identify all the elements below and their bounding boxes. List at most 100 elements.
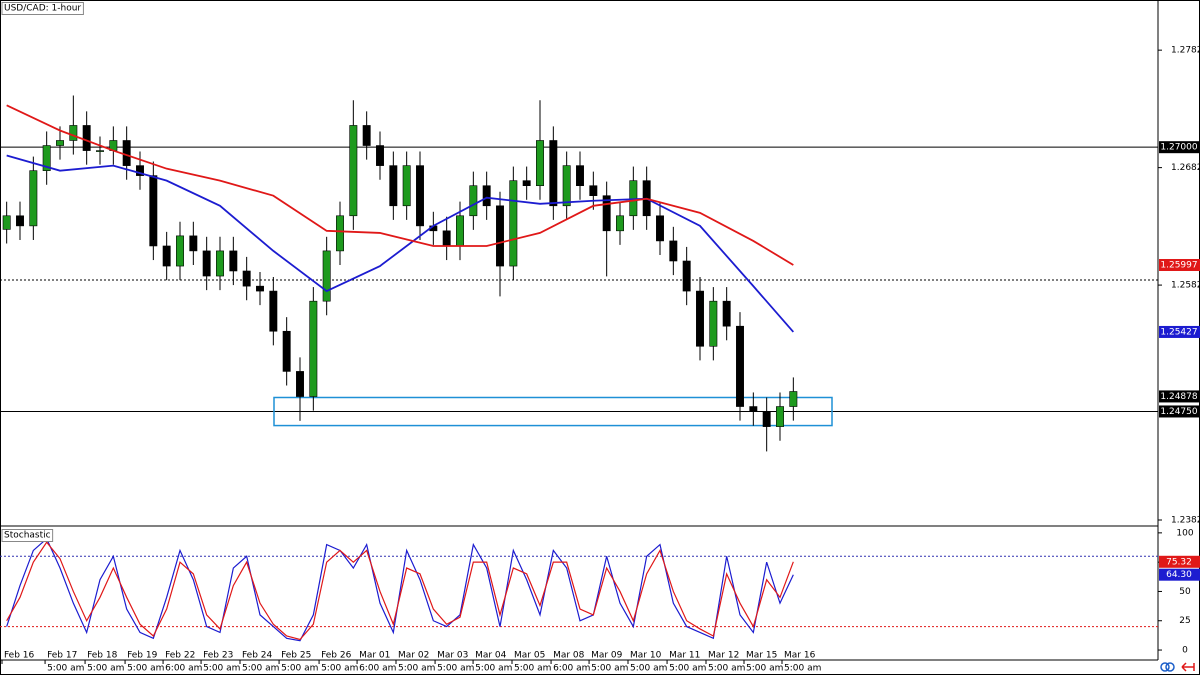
x-tick-label: Feb 24 bbox=[242, 651, 273, 661]
moving-average bbox=[6, 104, 794, 266]
panel-title: USD/CAD: 1-hour bbox=[4, 4, 81, 14]
candle-body bbox=[682, 260, 691, 292]
x-tick-time: 5:00 am bbox=[242, 664, 279, 674]
x-tick-label: Feb 23 bbox=[203, 651, 233, 661]
candle-body bbox=[389, 165, 398, 207]
x-tick-time: 5:00 am bbox=[398, 664, 435, 674]
candle-body bbox=[376, 145, 384, 166]
candle-body bbox=[549, 140, 558, 207]
candle-body bbox=[789, 391, 798, 407]
candle-body bbox=[629, 180, 638, 217]
support-zone bbox=[273, 396, 833, 427]
x-tick-time: 5:00 am bbox=[437, 664, 474, 674]
x-tick-time: 5:00 am bbox=[514, 664, 551, 674]
candle-body bbox=[602, 195, 611, 232]
candle-body bbox=[482, 185, 491, 207]
panel-title: Stochastic bbox=[4, 531, 51, 541]
candle-body bbox=[576, 165, 584, 187]
icon bbox=[1160, 662, 1170, 672]
x-tick-label: Feb 22 bbox=[165, 651, 195, 661]
candle-body bbox=[349, 125, 358, 217]
y-tick-label: 0 bbox=[1182, 646, 1188, 656]
value-label-box bbox=[1159, 555, 1200, 568]
x-tick-label: Feb 16 bbox=[4, 651, 35, 661]
x-tick-label: Mar 15 bbox=[746, 651, 777, 661]
price-label-box bbox=[1159, 258, 1200, 271]
y-tick-label: 25 bbox=[1179, 616, 1190, 626]
y-tick-label: 100 bbox=[1176, 528, 1193, 538]
panel-title-box bbox=[1, 529, 54, 542]
candle-body bbox=[536, 140, 544, 187]
y-tick-label: 1.25826 bbox=[1171, 281, 1200, 291]
x-tick-label: Mar 10 bbox=[630, 651, 662, 661]
candle-body bbox=[722, 300, 731, 327]
x-tick-time: 5:00 am bbox=[321, 664, 358, 674]
x-tick-time: 5:00 am bbox=[475, 664, 512, 674]
candle-body bbox=[309, 300, 318, 397]
candle-body bbox=[522, 180, 531, 187]
x-tick-time: 5:00 am bbox=[87, 664, 124, 674]
candle-body bbox=[96, 150, 104, 152]
candle-body bbox=[136, 165, 144, 176]
candle-body bbox=[269, 290, 278, 332]
candle-body bbox=[456, 215, 464, 247]
candle-body bbox=[442, 230, 451, 247]
candle-body bbox=[69, 125, 78, 141]
x-tick-time: 5:00 am bbox=[127, 664, 164, 674]
x-tick-time: 5:00 am bbox=[47, 664, 84, 674]
candle-body bbox=[509, 180, 518, 267]
price-label: 1.25427 bbox=[1160, 327, 1197, 337]
x-tick-label: Mar 11 bbox=[669, 651, 700, 661]
candle-body bbox=[256, 285, 264, 292]
x-tick-time: 5:00 am bbox=[281, 664, 318, 674]
x-tick-time: 5:00 am bbox=[203, 664, 240, 674]
candle-body bbox=[42, 145, 51, 171]
price-label: 1.24750 bbox=[1160, 407, 1197, 417]
candle-body bbox=[282, 330, 291, 372]
y-tick-label: 1.27826 bbox=[1171, 46, 1200, 56]
panel-title-box bbox=[1, 2, 84, 15]
price-label: 1.27000 bbox=[1160, 143, 1197, 153]
candle-body bbox=[82, 125, 91, 151]
price-label-box bbox=[1159, 141, 1200, 154]
candle-body bbox=[762, 411, 771, 427]
candle-body bbox=[16, 215, 24, 227]
corner-icons bbox=[1160, 662, 1195, 672]
candle-body bbox=[242, 270, 251, 287]
x-tick-time: 5:00 am bbox=[630, 664, 667, 674]
x-tick-time: 6:00 am bbox=[359, 664, 396, 674]
price-label: 1.25997 bbox=[1160, 260, 1197, 270]
candle-body bbox=[416, 165, 424, 227]
x-tick-time: 5:00 am bbox=[746, 664, 783, 674]
x-tick-label: Feb 25 bbox=[281, 651, 311, 661]
candle-body bbox=[736, 325, 744, 407]
candle-body bbox=[656, 215, 664, 242]
candle-body bbox=[496, 205, 504, 267]
price-label-box bbox=[1159, 405, 1200, 418]
x-tick-label: Feb 26 bbox=[321, 651, 352, 661]
candle-body bbox=[562, 165, 571, 207]
candle-body bbox=[189, 235, 198, 252]
icon bbox=[1165, 662, 1175, 672]
x-tick-label: Feb 17 bbox=[47, 651, 77, 661]
x-tick-label: Mar 04 bbox=[475, 651, 507, 661]
candle-body bbox=[776, 406, 784, 427]
x-tick-time: 5:00 am bbox=[708, 664, 745, 674]
candle-body bbox=[322, 250, 331, 302]
y-tick-label: 1.23826 bbox=[1171, 516, 1200, 526]
x-tick-label: Mar 08 bbox=[553, 651, 585, 661]
candle-body bbox=[229, 250, 238, 272]
candle-body bbox=[149, 175, 158, 247]
x-tick-label: Mar 02 bbox=[398, 651, 429, 661]
value-label-box bbox=[1159, 568, 1200, 581]
candle-body bbox=[162, 245, 171, 267]
x-tick-label: Feb 19 bbox=[127, 651, 158, 661]
x-tick-label: Mar 01 bbox=[359, 651, 390, 661]
x-tick-label: Mar 12 bbox=[708, 651, 739, 661]
price-label-box bbox=[1159, 325, 1200, 338]
x-tick-label: Mar 09 bbox=[591, 651, 623, 661]
candle-body bbox=[749, 406, 758, 412]
y-tick-label: 1.26826 bbox=[1171, 163, 1200, 173]
